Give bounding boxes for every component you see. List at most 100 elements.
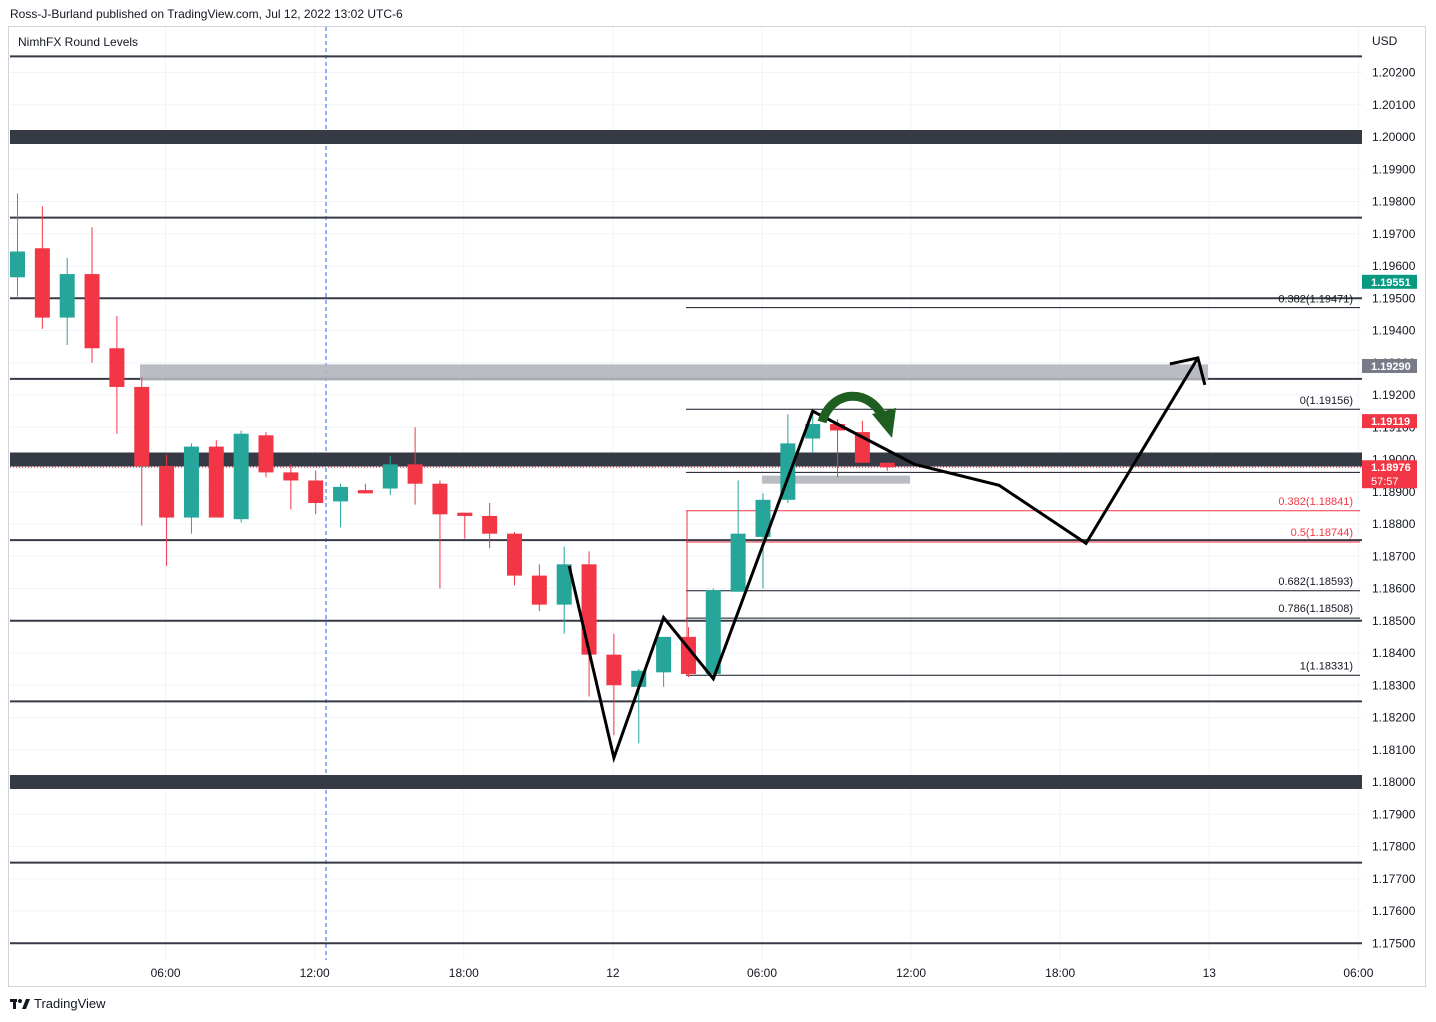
price-tick-label: 1.18400	[1372, 646, 1416, 660]
price-tag	[1362, 358, 1417, 373]
candle-bullish	[705, 588, 721, 676]
time-axis: 06:00 12:00 18:00 12 06:00 12:00 18:00 13 06:00	[151, 966, 1374, 980]
time-tick-label: 06:00	[151, 966, 181, 980]
time-tick-label: 18:00	[1045, 966, 1075, 980]
candles	[10, 193, 895, 744]
candle-bullish	[183, 443, 199, 534]
candle-bullish	[656, 636, 672, 687]
price-tag-label: 1.19290	[1371, 361, 1411, 373]
candle-body	[581, 564, 597, 655]
price-tag	[1362, 274, 1417, 289]
publisher-header: Ross-J-Burland published on TradingView.…	[10, 7, 403, 21]
tradingview-logo-icon	[10, 998, 30, 1009]
candle-bullish	[730, 480, 746, 592]
price-tick-label: 1.17600	[1372, 904, 1416, 918]
price-tag-countdown: 57:57	[1371, 476, 1399, 488]
candle-body	[10, 251, 25, 278]
candle-bearish	[208, 440, 224, 518]
price-tick-label: 1.17500	[1372, 936, 1416, 950]
price-tick-label: 1.19200	[1372, 388, 1416, 402]
candle-body	[233, 433, 249, 520]
candle-body	[606, 654, 622, 686]
candle-body	[556, 564, 572, 605]
price-tick-label: 1.17900	[1372, 807, 1416, 821]
candle-bearish	[109, 315, 125, 434]
w-pattern-path	[567, 357, 1200, 764]
candle-body	[705, 590, 721, 674]
candle-bearish	[308, 470, 324, 515]
candle-body	[308, 480, 324, 504]
candle-body	[357, 490, 373, 494]
price-tag-label: 1.18976	[1371, 462, 1411, 474]
price-axis: 1.20200 1.20100 1.20000 1.19900 1.19800 1.197…	[1372, 66, 1416, 951]
curved-arrow-icon	[817, 391, 889, 424]
candle-bearish	[84, 227, 100, 363]
candle-bearish	[507, 532, 522, 586]
candle-bearish	[407, 427, 423, 505]
price-tick-label: 1.18000	[1372, 775, 1416, 789]
time-tick-label: 18:00	[449, 966, 479, 980]
candle-body	[432, 483, 448, 515]
candle-body	[755, 499, 771, 537]
price-tick-label: 1.20000	[1372, 130, 1416, 144]
time-tick-label: 06:00	[747, 966, 777, 980]
candle-bearish	[482, 503, 498, 549]
candle-bearish	[34, 206, 50, 329]
price-tick-label: 1.18100	[1372, 743, 1416, 757]
candle-bearish	[357, 483, 373, 494]
candle-bullish	[333, 483, 349, 528]
candle-bearish	[879, 462, 895, 471]
candle-body	[507, 533, 522, 576]
candle-body	[59, 274, 75, 318]
candle-body	[34, 248, 50, 318]
candle-body	[830, 424, 846, 431]
candle-body	[109, 348, 125, 387]
time-tick-label: 12:00	[300, 966, 330, 980]
price-tick-label: 1.19500	[1372, 291, 1416, 305]
price-tick-label: 1.18600	[1372, 582, 1416, 596]
candle-bullish	[233, 430, 249, 523]
candle-body	[208, 446, 224, 518]
price-tag	[1362, 460, 1417, 489]
fib-label: 0.682(1.18593)	[1278, 576, 1353, 588]
curved-arrow-head-icon	[872, 408, 896, 438]
footer-brand[interactable]: TradingView	[10, 996, 106, 1011]
candle-bearish	[283, 464, 299, 510]
price-tick-label: 1.19700	[1372, 227, 1416, 241]
time-tick-label: 12:00	[896, 966, 926, 980]
currency-label: USD	[1372, 34, 1398, 48]
candle-body	[482, 515, 498, 534]
time-tick-label: 13	[1203, 966, 1217, 980]
candle-bearish	[457, 512, 473, 539]
price-tick-label: 1.18900	[1372, 485, 1416, 499]
candle-bearish	[531, 564, 547, 612]
chart-frame	[8, 26, 1426, 987]
fib-label: 0.786(1.18508)	[1278, 603, 1353, 615]
candle-body	[805, 424, 821, 439]
price-tag-label: 1.19551	[1371, 277, 1411, 289]
price-tick-label: 1.20200	[1372, 66, 1416, 80]
fib-label: 0(1.19156)	[1300, 395, 1353, 407]
price-tick-label: 1.18800	[1372, 517, 1416, 531]
candle-body	[134, 386, 150, 466]
price-tick-label: 1.18200	[1372, 711, 1416, 725]
fib-label: 0.5(1.18744)	[1291, 527, 1353, 539]
fib-label: 1(1.18331)	[1300, 660, 1353, 672]
price-tick-label: 1.18700	[1372, 549, 1416, 563]
price-tick-label: 1.19600	[1372, 259, 1416, 273]
candle-bearish	[134, 377, 150, 526]
candle-bearish	[606, 633, 622, 736]
candle-body	[531, 575, 547, 605]
candle-body	[84, 274, 100, 349]
candle-body	[879, 462, 895, 468]
time-tick-label: 12	[606, 966, 620, 980]
candle-bullish	[382, 456, 398, 495]
candle-body	[283, 472, 299, 481]
fib-label: 0.382(1.19471)	[1278, 294, 1353, 306]
price-tick-label: 1.19900	[1372, 162, 1416, 176]
candle-bullish	[556, 546, 572, 634]
candle-bullish	[59, 257, 75, 346]
price-tick-label: 1.17800	[1372, 840, 1416, 854]
candle-body	[258, 435, 274, 473]
